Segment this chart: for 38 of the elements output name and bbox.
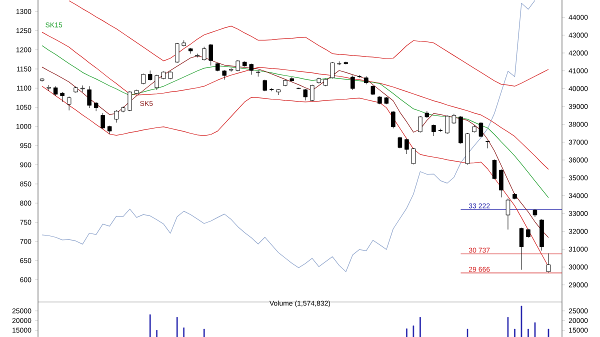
candlestick (114, 110, 118, 123)
candlestick (370, 85, 376, 96)
candlestick (478, 122, 484, 138)
candlestick (411, 148, 416, 165)
candlestick (499, 169, 504, 198)
candlestick (445, 115, 450, 134)
candlestick (249, 63, 254, 75)
candlestick (452, 114, 456, 124)
candlestick (357, 74, 362, 78)
candlestick (350, 75, 355, 90)
candlestick (87, 86, 92, 108)
candlestick (94, 102, 98, 112)
candlestick (202, 46, 206, 61)
candlestick (66, 96, 72, 111)
candlestick (432, 124, 436, 136)
candlestick (404, 138, 409, 154)
candlestick (208, 44, 214, 66)
candlestick (53, 86, 58, 96)
candlestick (418, 116, 422, 133)
candlestick (236, 60, 240, 72)
candlestick (303, 88, 308, 101)
candlestick (486, 140, 490, 149)
candlestick (154, 74, 159, 90)
candlestick (141, 73, 146, 85)
candlestick (492, 159, 497, 180)
candlestick (128, 90, 132, 112)
candlestick (330, 62, 335, 79)
candlestick (100, 112, 105, 130)
candlestick (222, 70, 227, 80)
candlestick (519, 227, 524, 270)
candlestick (310, 84, 314, 102)
candlestick (60, 92, 64, 102)
candlestick (391, 110, 396, 129)
candlestick (174, 42, 180, 64)
candlestick (506, 198, 510, 230)
candlestick (148, 70, 152, 81)
candlestick (438, 128, 443, 132)
candlestick (546, 253, 551, 273)
